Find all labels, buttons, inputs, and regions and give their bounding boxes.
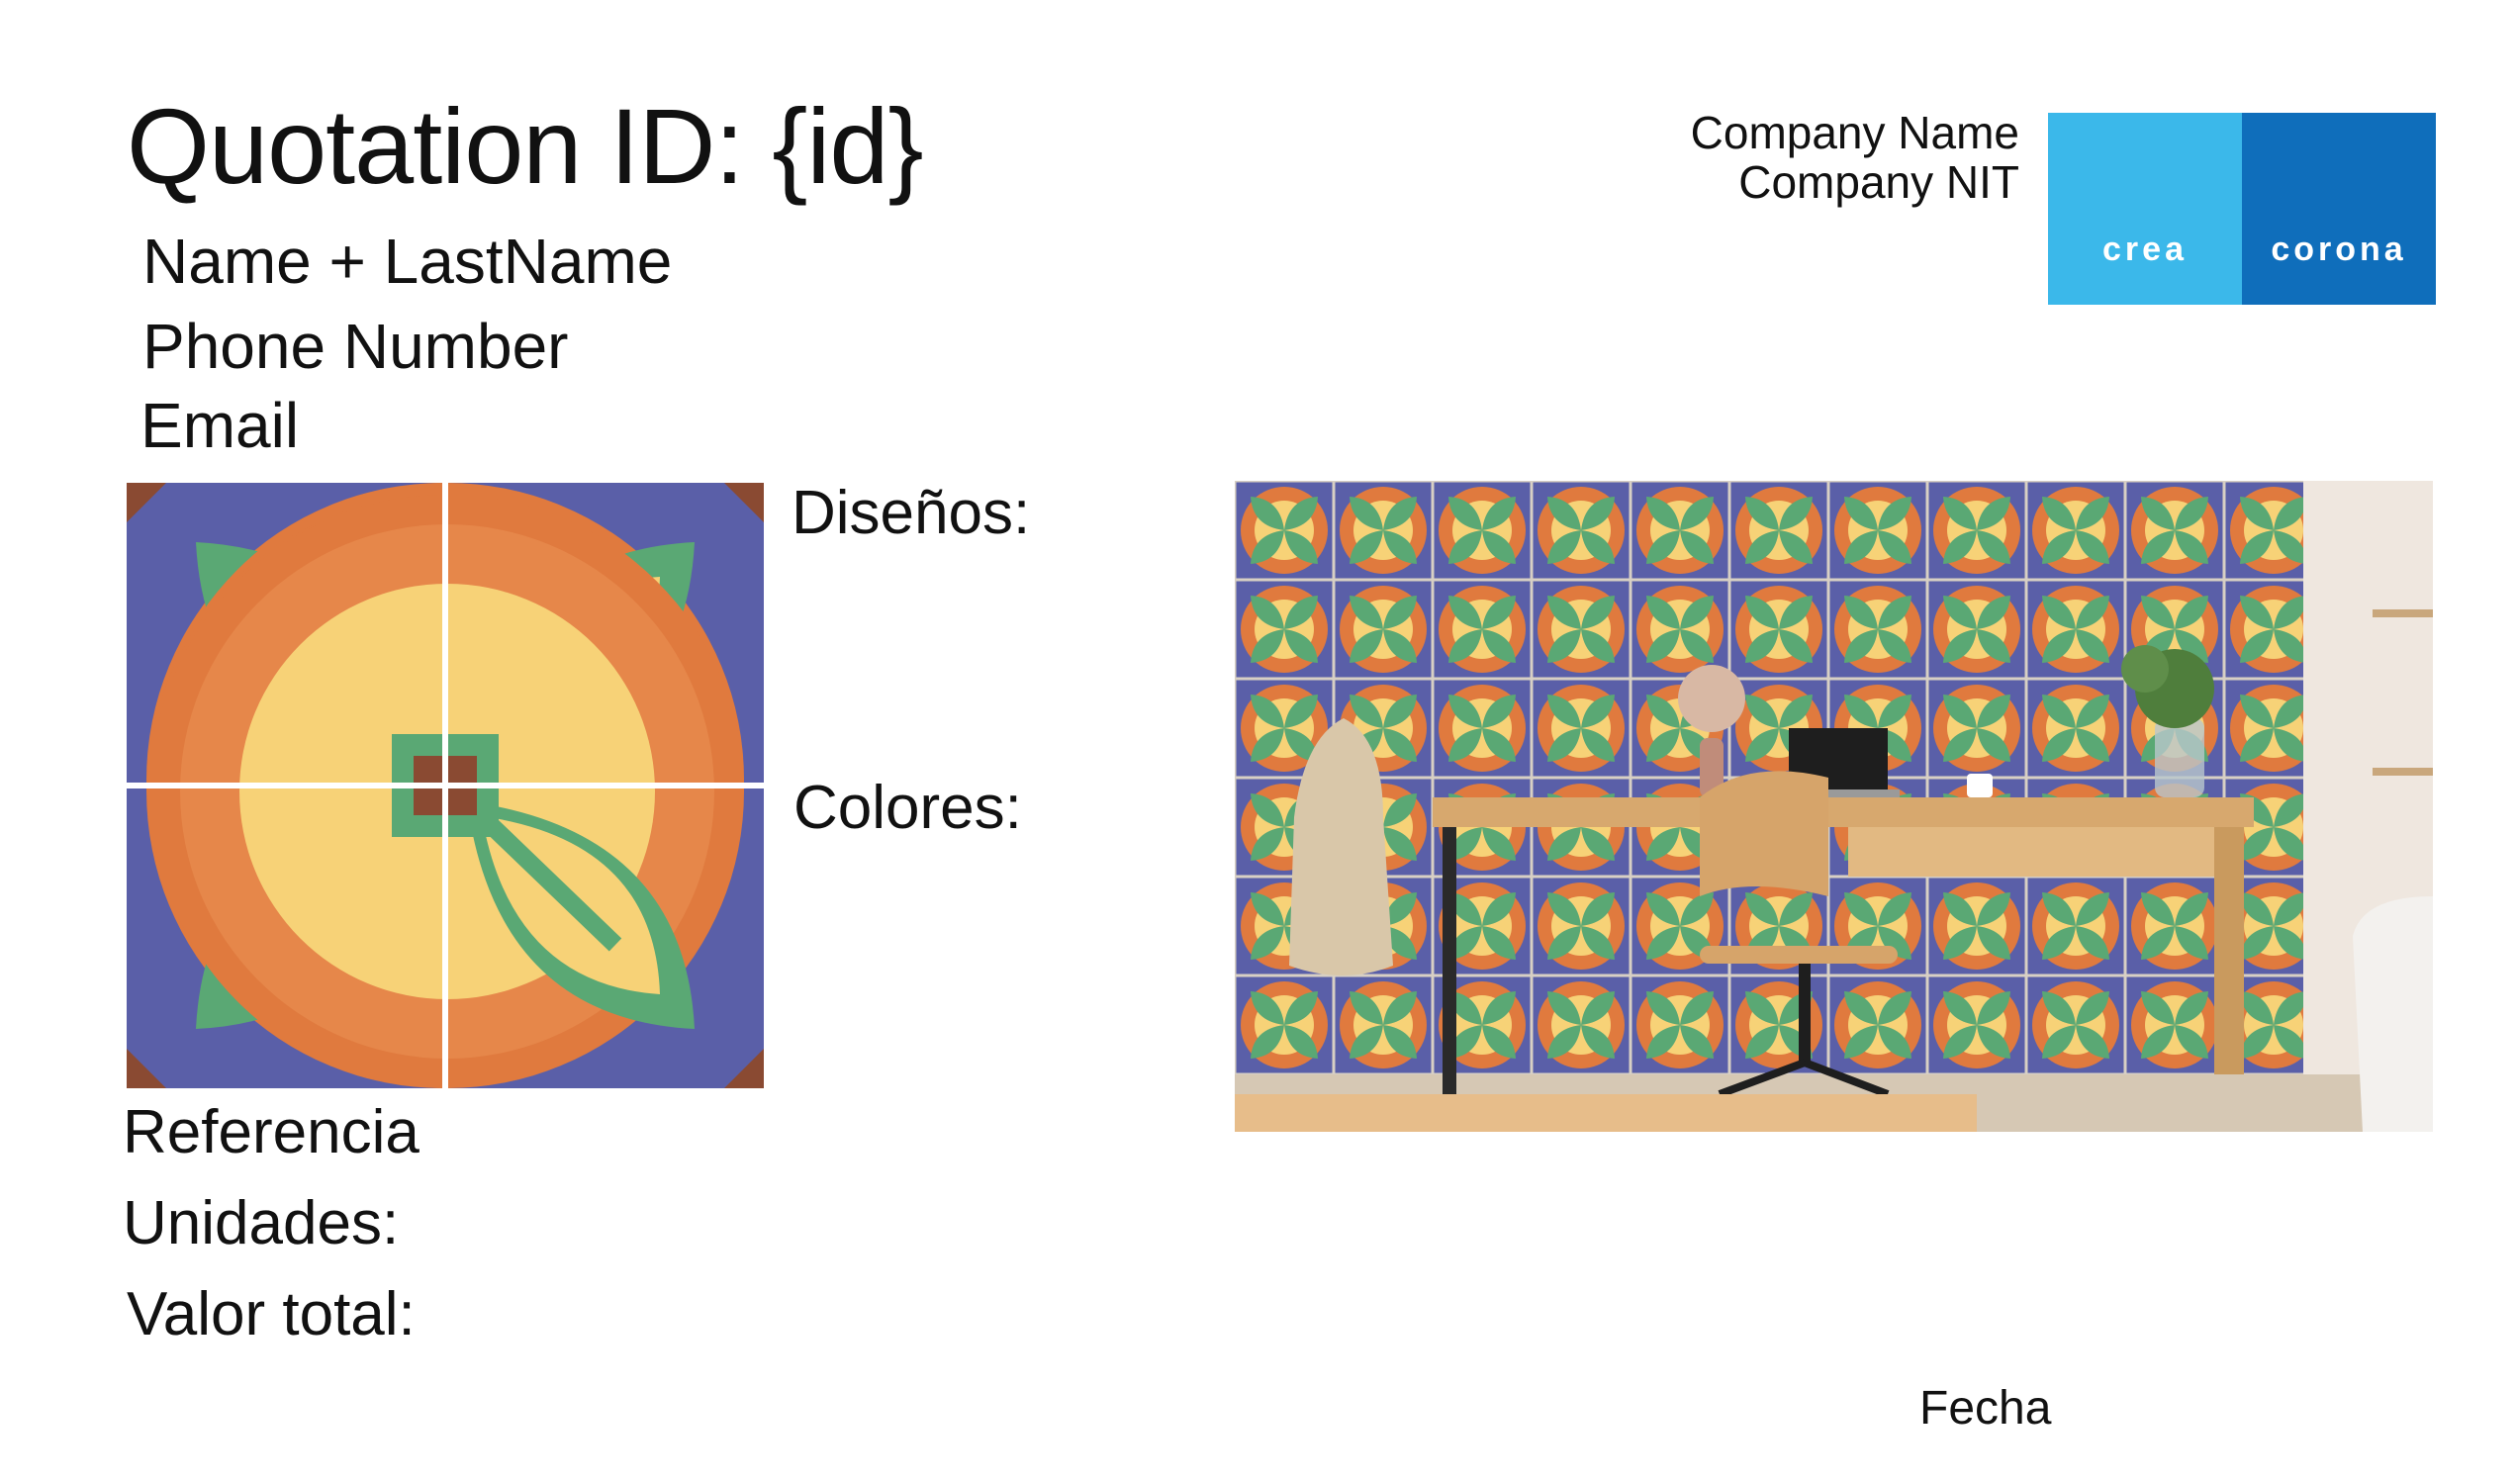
- logo-left-block: crea: [2048, 113, 2242, 305]
- total-value-label: Valor total:: [127, 1280, 416, 1349]
- tile-design-image: [127, 483, 764, 1088]
- company-nit: Company NIT: [1738, 156, 2019, 208]
- logo-left-text: crea: [2048, 231, 2242, 269]
- logo-right-text: corona: [2242, 231, 2436, 269]
- room-preview-image: [1235, 481, 2433, 1132]
- customer-email: Email: [140, 390, 299, 461]
- units-label: Unidades:: [123, 1189, 399, 1258]
- quotation-title: Quotation ID: {id}: [127, 87, 923, 206]
- crea-corona-logo: crea corona: [2048, 113, 2436, 305]
- customer-phone: Phone Number: [142, 311, 568, 382]
- company-name: Company Name: [1691, 107, 2019, 158]
- reference-label: Referencia: [123, 1098, 419, 1167]
- logo-right-block: corona: [2242, 113, 2436, 305]
- colors-label: Colores:: [793, 774, 1022, 843]
- designs-label: Diseños:: [792, 479, 1030, 548]
- date-label: Fecha: [1919, 1381, 2051, 1437]
- customer-name: Name + LastName: [142, 226, 672, 297]
